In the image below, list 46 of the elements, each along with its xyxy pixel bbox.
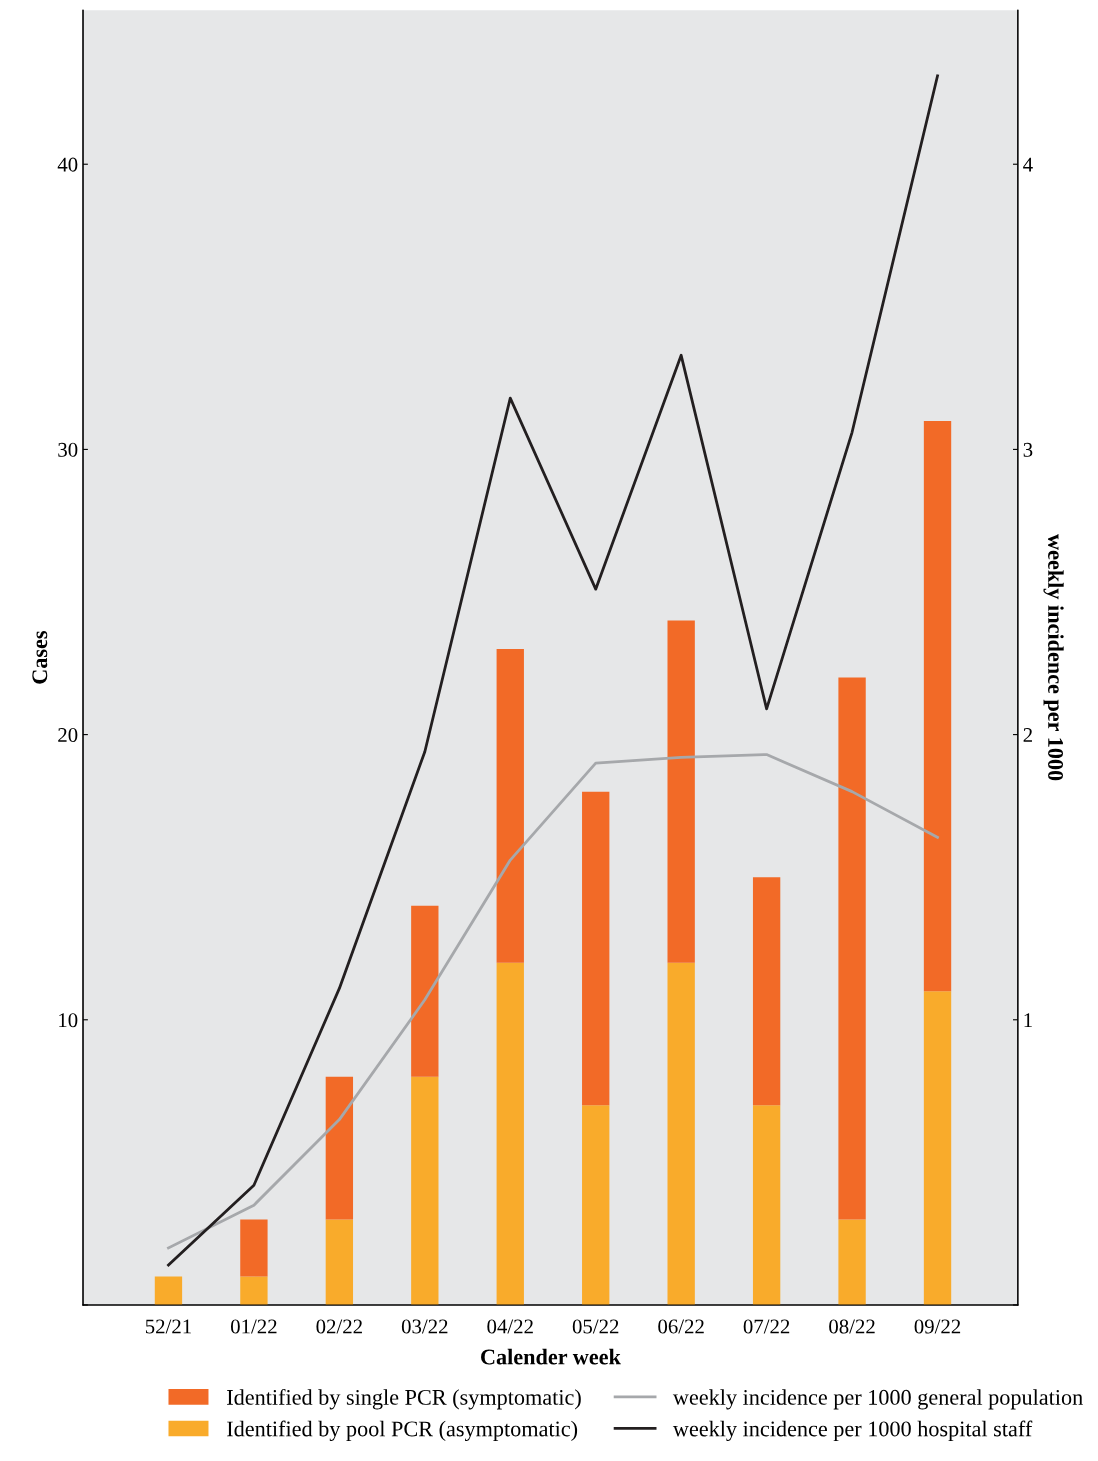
bar bbox=[667, 620, 695, 963]
bar bbox=[240, 1219, 268, 1277]
bar bbox=[923, 420, 952, 992]
y-tick-label: 30 bbox=[58, 442, 78, 457]
bar bbox=[411, 905, 439, 1077]
bar bbox=[582, 1105, 610, 1305]
x-tick-label: 06/22 bbox=[658, 1319, 704, 1334]
x-tick-label: 07/22 bbox=[743, 1319, 790, 1334]
line-series bbox=[167, 74, 939, 1267]
legend-label: weekly incidence per 1000 hospital staff bbox=[672, 1420, 1033, 1441]
legend-label: Identified by pool PCR (asymptomatic) bbox=[227, 1420, 578, 1441]
bar bbox=[752, 1105, 781, 1305]
y2-tick-label: 4 bbox=[1023, 157, 1033, 172]
y2-tick-label: 3 bbox=[1023, 442, 1033, 457]
x-tick-label: 08/22 bbox=[829, 1319, 875, 1334]
y-tick-label: 40 bbox=[57, 157, 78, 172]
y2-axis-title: weekly incidence per 1000 bbox=[1043, 534, 1064, 781]
bar bbox=[838, 677, 866, 1220]
bar bbox=[667, 962, 695, 1305]
y2-tick-label: 1 bbox=[1024, 1013, 1032, 1028]
x-tick-label: 05/22 bbox=[572, 1319, 619, 1334]
x-tick-label: 01/22 bbox=[230, 1319, 277, 1334]
x-tick-label: 52/21 bbox=[145, 1319, 191, 1334]
bar bbox=[154, 1276, 183, 1305]
bar bbox=[838, 1219, 866, 1305]
bar bbox=[411, 1076, 439, 1305]
x-tick-label: 04/22 bbox=[487, 1319, 533, 1334]
x-tick-label: 09/22 bbox=[914, 1319, 961, 1334]
bar bbox=[582, 791, 610, 1106]
x-axis-title: Calender week bbox=[481, 1348, 621, 1365]
y-axis-title: Cases bbox=[32, 630, 48, 684]
bar bbox=[752, 877, 781, 1106]
bar bbox=[325, 1076, 354, 1220]
line-series bbox=[167, 753, 939, 1250]
x-tick-label: 02/22 bbox=[316, 1319, 362, 1334]
bar bbox=[325, 1219, 354, 1305]
y2-tick-label: 2 bbox=[1023, 728, 1032, 742]
legend-label: weekly incidence per 1000 general population bbox=[672, 1389, 1083, 1410]
bar bbox=[496, 962, 524, 1305]
y-tick-label: 20 bbox=[58, 727, 78, 743]
bar bbox=[923, 991, 952, 1305]
y-tick-label: 10 bbox=[59, 1013, 78, 1028]
x-tick-label: 03/22 bbox=[401, 1319, 448, 1334]
bar bbox=[496, 649, 524, 963]
legend-label: Identified by single PCR (symptomatic) bbox=[227, 1389, 581, 1410]
bar bbox=[240, 1276, 268, 1305]
